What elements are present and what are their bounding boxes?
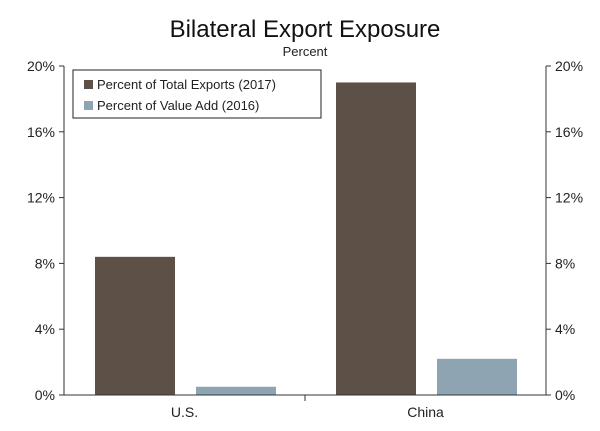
bar-1-china: [336, 82, 416, 395]
chart-subtitle: Percent: [283, 44, 328, 59]
legend-swatch-series-1: [84, 80, 93, 89]
y-right-tick-label: 8%: [555, 255, 575, 271]
y-left-tick-label: 16%: [27, 124, 55, 140]
axis-lines: [63, 66, 547, 401]
legend-label-series-1: Percent of Total Exports (2017): [97, 77, 276, 92]
y-right-tick-label: 12%: [555, 190, 583, 206]
bars-group: [95, 82, 517, 395]
y-axis-right-ticks: 0% 4% 8% 12% 16% 20%: [546, 58, 583, 403]
y-left-tick-label: 0%: [35, 387, 55, 403]
y-left-tick-label: 20%: [27, 58, 55, 74]
y-right-tick-label: 4%: [555, 321, 575, 337]
y-right-tick-label: 0%: [555, 387, 575, 403]
y-axis-left-ticks: 0% 4% 8% 12% 16% 20%: [27, 58, 64, 403]
legend-box: [72, 69, 322, 119]
y-left-tick-label: 12%: [27, 190, 55, 206]
x-axis-labels: U.S. China: [171, 404, 444, 420]
x-tick-label: U.S.: [171, 404, 198, 420]
legend: Percent of Total Exports (2017) Percent …: [72, 69, 322, 119]
bar-2-china: [437, 358, 517, 395]
y-right-tick-label: 16%: [555, 124, 583, 140]
y-left-tick-label: 4%: [35, 321, 55, 337]
legend-label-series-2: Percent of Value Add (2016): [97, 98, 259, 113]
y-left-tick-label: 8%: [35, 255, 55, 271]
bar-2-u-s: [196, 386, 276, 395]
chart-title: Bilateral Export Exposure: [170, 16, 441, 43]
y-right-tick-label: 20%: [555, 58, 583, 74]
legend-swatch-series-2: [84, 101, 93, 110]
x-tick-label: China: [407, 404, 444, 420]
bar-1-u-s: [95, 256, 175, 395]
